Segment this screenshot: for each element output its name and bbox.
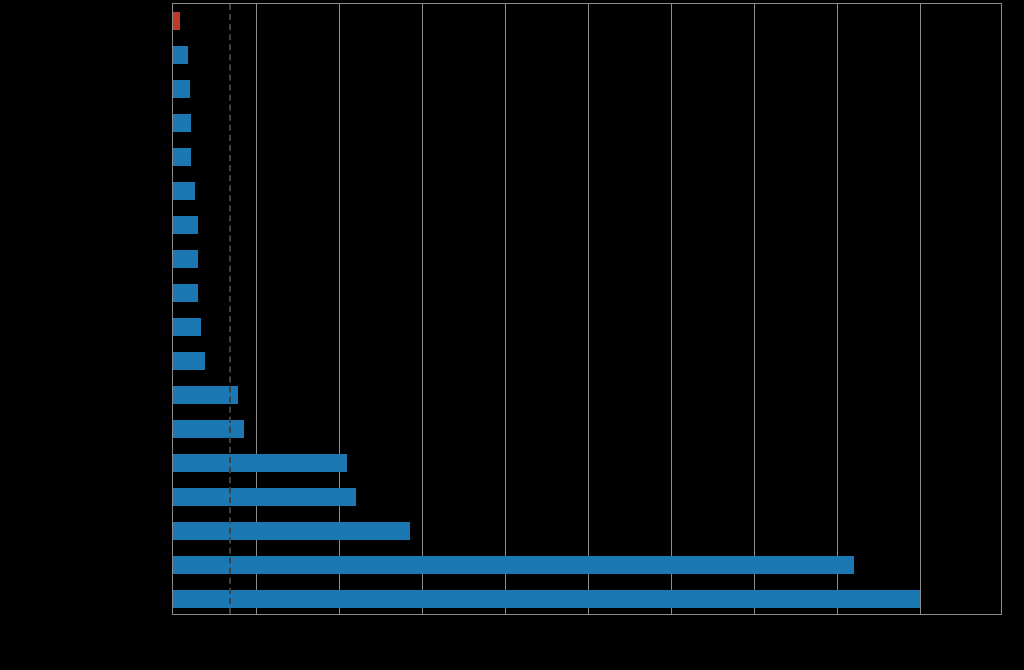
bar: [173, 250, 198, 268]
chart-container: [0, 0, 1024, 670]
bar: [173, 216, 198, 234]
gridline-v: [505, 4, 506, 614]
bar: [173, 488, 356, 506]
bar: [173, 46, 188, 64]
bar: [173, 556, 854, 574]
bar: [173, 284, 198, 302]
bar: [173, 318, 201, 336]
gridline-v: [920, 4, 921, 614]
gridline-v: [671, 4, 672, 614]
bar: [173, 590, 920, 608]
gridline-v: [422, 4, 423, 614]
bar: [173, 148, 191, 166]
bar: [173, 420, 244, 438]
bar: [173, 522, 410, 540]
gridline-v: [754, 4, 755, 614]
reference-line: [229, 4, 231, 614]
gridline-v: [837, 4, 838, 614]
bar: [173, 80, 190, 98]
bar: [173, 454, 347, 472]
bar: [173, 182, 195, 200]
gridline-v: [588, 4, 589, 614]
bar: [173, 12, 180, 30]
bar: [173, 352, 205, 370]
plot-area: [172, 3, 1002, 615]
bar: [173, 114, 191, 132]
